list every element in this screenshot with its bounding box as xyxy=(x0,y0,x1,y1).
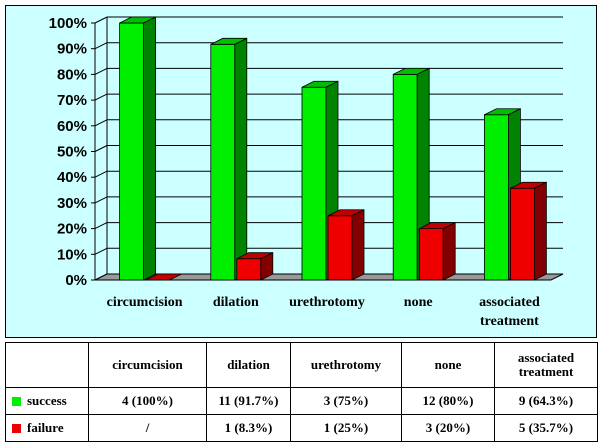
bar-chart: 0% 10% 20% 30% 40% 50% 60% 70% 80% 90% 100% circumc… xyxy=(5,5,597,338)
gridline-diagonal xyxy=(94,170,108,178)
bar-success xyxy=(392,74,418,281)
x-tick-label: treatment xyxy=(480,314,539,329)
y-tick-label: 80% xyxy=(57,66,87,83)
bar-success xyxy=(301,86,327,281)
bar-failure xyxy=(327,215,353,281)
y-tick-label: 10% xyxy=(57,246,87,263)
bar-failure xyxy=(418,228,444,281)
bar-failure-side xyxy=(534,181,547,281)
bar-failure-side xyxy=(260,252,274,281)
y-tick-label: 30% xyxy=(57,195,87,212)
gridline-diagonal xyxy=(94,119,108,127)
table-header-cell: associated treatment xyxy=(494,342,598,388)
chart-container: 0% 10% 20% 30% 40% 50% 60% 70% 80% 90% 100% circumc… xyxy=(5,5,597,338)
series-label-cell: success xyxy=(5,387,89,415)
bar-success xyxy=(483,114,509,281)
table-header-cell: circumcision xyxy=(88,342,207,388)
table-header-cell: none xyxy=(401,342,495,388)
bar-failure xyxy=(236,258,262,281)
x-tick-label: associated xyxy=(479,295,540,310)
table-cell: 11 (91.7%) xyxy=(206,387,291,415)
bar-success-side xyxy=(143,16,157,281)
bar-success xyxy=(210,43,236,281)
y-tick-label: 40% xyxy=(57,169,87,186)
table-cell: 4 (100%) xyxy=(88,387,207,415)
legend-key-success xyxy=(12,396,21,406)
x-tick-label: none xyxy=(404,295,433,310)
table-cell: 3 (20%) xyxy=(401,414,495,442)
table-cell: 3 (75%) xyxy=(290,387,402,415)
y-tick-label: 60% xyxy=(57,118,87,135)
bar-failure-top xyxy=(145,273,182,281)
y-tick-label: 90% xyxy=(57,41,87,58)
gridline-diagonal xyxy=(94,16,108,24)
gridline-diagonal xyxy=(94,196,108,204)
y-tick-label: 100% xyxy=(49,15,87,32)
bar-failure-side xyxy=(442,221,456,281)
bar-failure-side xyxy=(351,209,365,281)
table-cell: 5 (35.7%) xyxy=(494,414,598,442)
table-cell: 1 (8.3%) xyxy=(206,414,291,442)
x-tick-label: urethrotomy xyxy=(289,295,365,310)
table-header-cell: urethrotomy xyxy=(290,342,402,388)
y-tick-label: 50% xyxy=(57,144,87,161)
legend-key-failure xyxy=(12,423,21,433)
gridline-diagonal xyxy=(94,93,108,101)
x-tick-label: dilation xyxy=(213,295,259,310)
table-cell: 9 (64.3%) xyxy=(494,387,598,415)
series-label: success xyxy=(27,393,67,408)
gridline-diagonal xyxy=(94,67,108,75)
data-table: circumcision dilation urethrotomy none a… xyxy=(5,342,598,442)
table-cell: 12 (80%) xyxy=(401,387,495,415)
table-header-row: circumcision dilation urethrotomy none a… xyxy=(5,342,598,388)
series-label: failure xyxy=(27,420,64,435)
x-tick-label: circumcision xyxy=(107,295,183,310)
table-cell: 1 (25%) xyxy=(290,414,402,442)
bar-failure xyxy=(509,187,535,281)
y-tick-label: 20% xyxy=(57,221,87,238)
gridline-diagonal xyxy=(94,145,108,152)
gridline-diagonal xyxy=(94,42,108,50)
bar-success-side xyxy=(234,37,248,281)
table-header-cell: dilation xyxy=(206,342,291,388)
table-row-success: success 4 (100%) 11 (91.7%) 3 (75%) 12 (… xyxy=(5,387,598,415)
series-label-cell: failure xyxy=(5,414,89,442)
table-row-failure: failure / 1 (8.3%) 1 (25%) 3 (20%) 5 (35… xyxy=(5,414,598,442)
table-cell: / xyxy=(88,414,207,442)
gridline-diagonal xyxy=(94,222,108,230)
gridline-diagonal xyxy=(94,247,108,255)
y-tick-label: 0% xyxy=(65,272,87,289)
table-corner-cell xyxy=(5,342,89,388)
bar-success xyxy=(119,22,144,281)
y-tick-label: 70% xyxy=(57,92,87,109)
